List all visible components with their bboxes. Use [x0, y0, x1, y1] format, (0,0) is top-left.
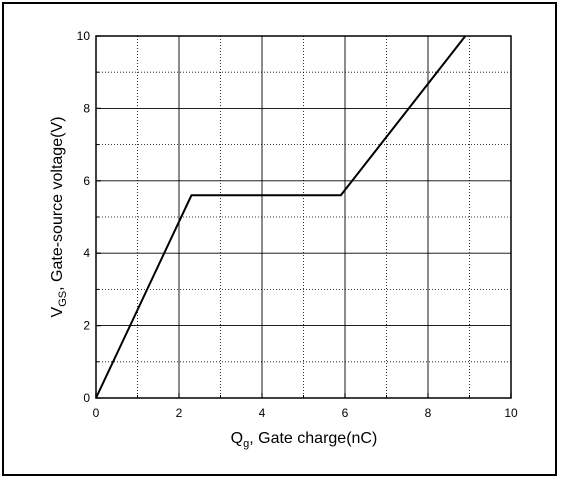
minor-grid — [96, 36, 511, 398]
x-tick-label: 8 — [425, 406, 432, 420]
x-axis-title-sub: g — [243, 438, 249, 450]
axis-ticks — [95, 35, 512, 399]
x-axis-title-main: Q — [231, 430, 243, 447]
x-tick-label: 2 — [176, 406, 183, 420]
major-grid — [96, 36, 511, 398]
x-tick-label: 10 — [504, 406, 518, 420]
y-tick-labels: 0 2 4 6 8 10 — [77, 29, 91, 405]
series-group — [95, 35, 467, 399]
y-tick-label: 4 — [83, 246, 90, 260]
x-tick-label: 4 — [259, 406, 266, 420]
y-axis-title: VGS, Gate-source voltage(V) — [49, 117, 69, 318]
x-tick-labels: 0 2 4 6 8 10 — [93, 406, 518, 420]
y-tick-label: 6 — [83, 174, 90, 188]
chart-frame — [2, 2, 557, 476]
x-tick-label: 6 — [342, 406, 349, 420]
y-tick-label: 0 — [83, 391, 90, 405]
y-tick-label: 2 — [83, 319, 90, 333]
y-tick-label: 8 — [83, 101, 90, 115]
y-axis-title-rest: , Gate-source voltage(V) — [49, 117, 66, 291]
x-axis-title: Qg, Gate charge(nC) — [231, 430, 378, 450]
x-axis-title-rest: , Gate charge(nC) — [249, 430, 377, 447]
x-tick-label: 0 — [93, 406, 100, 420]
y-axis-title-main: V — [49, 306, 66, 317]
series-line — [95, 35, 467, 399]
y-tick-label: 10 — [77, 29, 91, 43]
y-axis-title-sub: GS — [57, 291, 69, 307]
